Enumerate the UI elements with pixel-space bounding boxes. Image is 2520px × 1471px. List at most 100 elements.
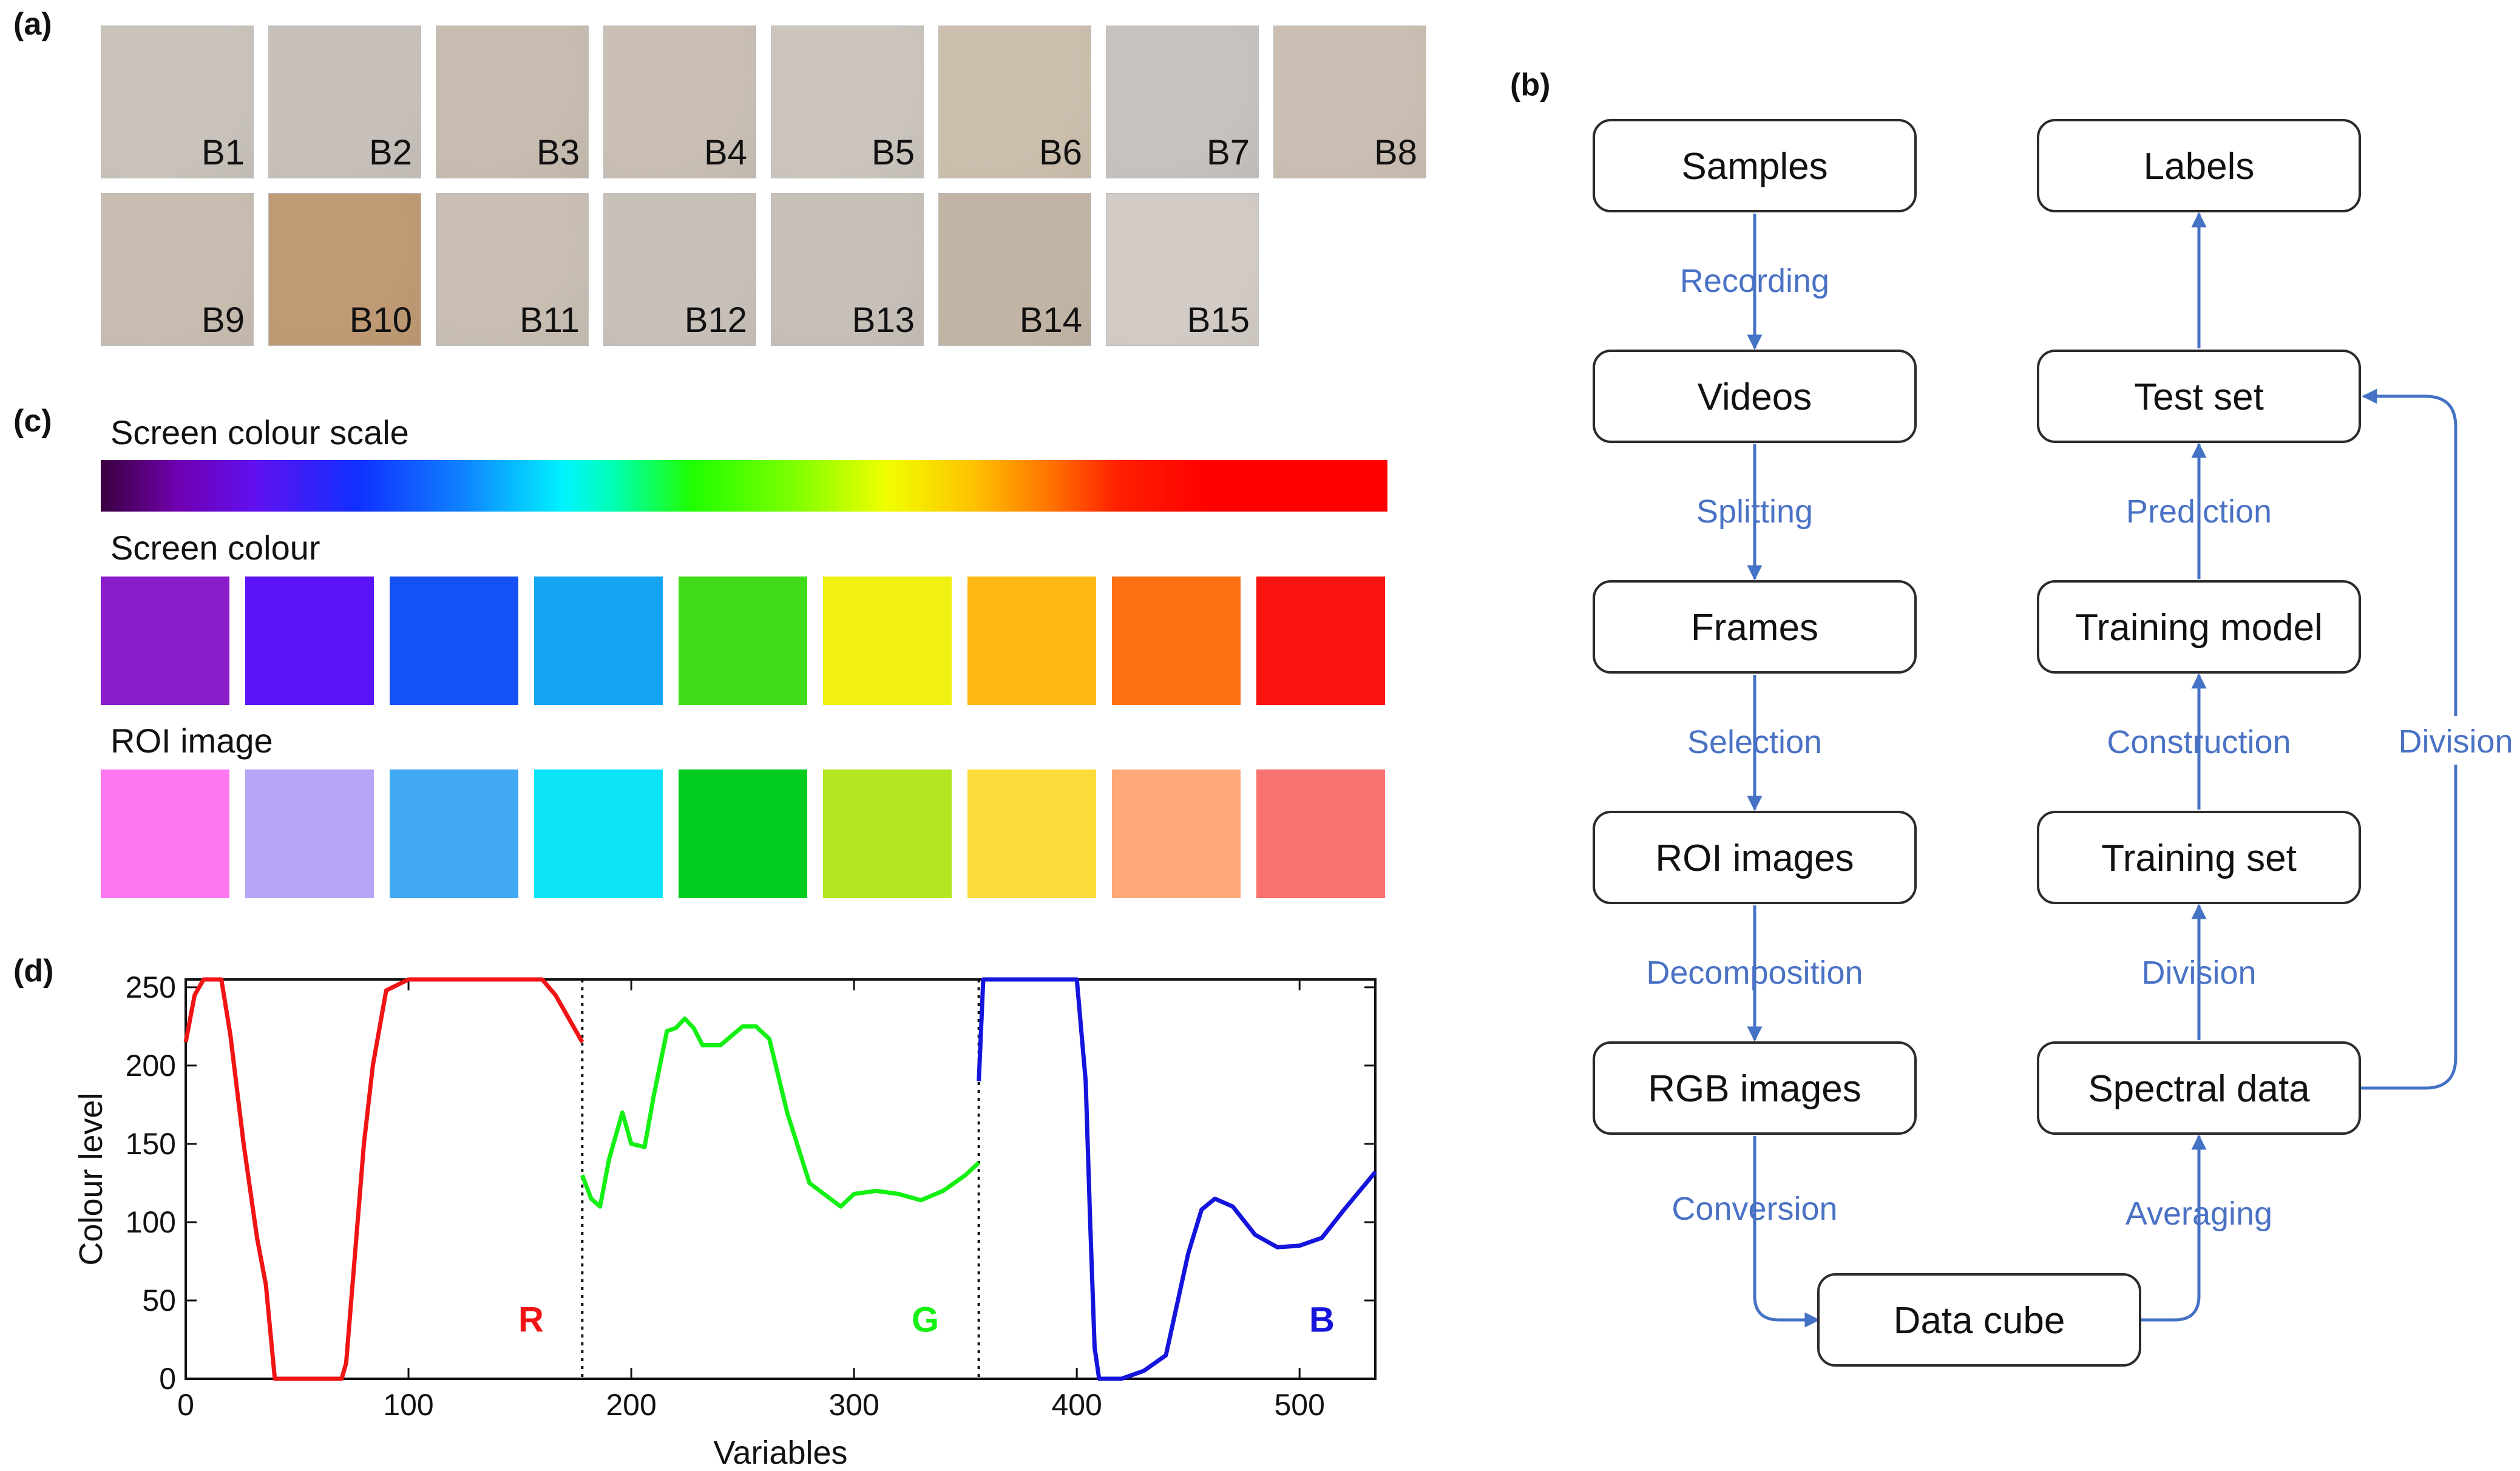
- screen-colour-swatch: [1112, 577, 1241, 705]
- sample-tile: B15: [1106, 193, 1259, 346]
- node-label: Frames: [1691, 607, 1818, 649]
- sample-tile: B9: [101, 193, 254, 346]
- edge-label-construction: Construction: [2107, 724, 2291, 760]
- x-tick-label: 0: [177, 1388, 194, 1422]
- flow-node-cube: Data cube: [1817, 1273, 2141, 1367]
- roi-swatch: [1256, 769, 1385, 898]
- series-line-G: [580, 1016, 981, 1209]
- x-axis-title: Variables: [713, 1435, 847, 1471]
- node-box: [2037, 1041, 2361, 1135]
- sample-tile: B8: [1273, 25, 1426, 178]
- flow-node-frames: Frames: [1593, 580, 1917, 674]
- roi-swatch: [245, 769, 374, 898]
- node-box: [1593, 580, 1917, 674]
- node-label: Samples: [1681, 146, 1827, 188]
- flow-node-videos: Videos: [1593, 350, 1917, 443]
- roi-swatch: [823, 769, 952, 898]
- node-label: ROI images: [1655, 837, 1854, 879]
- sample-tile: B12: [603, 193, 756, 346]
- sample-label: B2: [369, 133, 412, 172]
- screen-colour-swatch: [967, 577, 1096, 705]
- edge-label-division: Division: [2141, 955, 2256, 991]
- sample-tile: B11: [436, 193, 589, 346]
- node-box: [1593, 119, 1917, 212]
- series-label: R: [518, 1300, 544, 1340]
- node-box: [1817, 1273, 2141, 1367]
- sample-label: B11: [520, 300, 580, 340]
- edge-label-prediction: Prediction: [2126, 493, 2272, 530]
- panel-a-label: (a): [13, 7, 52, 42]
- edge-arrow-conversion: [1753, 1136, 1820, 1328]
- edge-label-conversion: Conversion: [1672, 1191, 1837, 1227]
- node-label: Training model: [2075, 607, 2323, 649]
- node-label: Videos: [1698, 376, 1812, 418]
- y-tick-label: 50: [142, 1283, 176, 1317]
- sample-label: B15: [1187, 300, 1250, 340]
- node-box: [2037, 119, 2361, 212]
- sample-label: B10: [349, 300, 412, 340]
- node-label: Data cube: [1894, 1300, 2065, 1342]
- edge-label-recording: Recording: [1680, 263, 1829, 299]
- sample-tile: B10: [268, 193, 421, 346]
- node-box: [2037, 811, 2361, 904]
- panel-d-label: (d): [13, 953, 54, 989]
- flow-node-spectral: Spectral data: [2037, 1041, 2361, 1135]
- screen-colour-swatch: [1256, 577, 1385, 705]
- roi-swatch: [1112, 769, 1241, 898]
- flow-node-samples: Samples: [1593, 119, 1917, 212]
- sample-tile: B2: [268, 25, 421, 178]
- y-tick-label: 200: [126, 1049, 176, 1083]
- node-box: [2037, 350, 2361, 443]
- x-tick-label: 500: [1274, 1388, 1324, 1422]
- series-label: G: [912, 1300, 939, 1340]
- edge-label-selection: Selection: [1687, 724, 1822, 760]
- panel-c-label: (c): [13, 404, 52, 439]
- plot-frame: [185, 978, 1377, 1380]
- flow-node-training_model: Training model: [2037, 580, 2361, 674]
- screen-colour-swatch: [679, 577, 807, 705]
- x-tick-label: 400: [1051, 1388, 1102, 1422]
- flow-node-labels: Labels: [2037, 119, 2361, 212]
- sample-label: B8: [1374, 133, 1417, 172]
- series-line-R: [183, 977, 584, 1381]
- screen-colour-swatch: [823, 577, 952, 705]
- roi-title: ROI image: [110, 722, 273, 760]
- roi-swatch: [101, 769, 229, 898]
- node-box: [1593, 350, 1917, 443]
- y-tick-label: 250: [126, 970, 176, 1004]
- node-label: Test set: [2134, 376, 2264, 418]
- sample-label: B12: [684, 300, 747, 340]
- edge-label-decomposition: Decomposition: [1646, 955, 1863, 991]
- sample-label: B1: [202, 133, 245, 172]
- screen-colour-swatch: [534, 577, 663, 705]
- sample-tile: B4: [603, 25, 756, 178]
- sample-label: B6: [1039, 133, 1082, 172]
- flow-node-roi: ROI images: [1593, 811, 1917, 904]
- sample-tile: B5: [771, 25, 924, 178]
- flow-node-training_set: Training set: [2037, 811, 2361, 904]
- screen-colour-title: Screen colour: [110, 529, 320, 567]
- y-tick-label: 150: [126, 1127, 176, 1161]
- panel-b-label: (b): [1510, 67, 1551, 103]
- sample-tile: B3: [436, 25, 589, 178]
- sample-label: B13: [852, 300, 915, 340]
- node-label: Spectral data: [2088, 1068, 2310, 1110]
- screen-colour-swatch: [245, 577, 374, 705]
- series-label: B: [1309, 1300, 1335, 1340]
- screen-colour-scale-bar: [101, 460, 1387, 512]
- sample-label: B9: [202, 300, 245, 340]
- edge-label-averaging: Averaging: [2125, 1195, 2272, 1232]
- x-tick-label: 200: [606, 1388, 656, 1422]
- node-box: [2037, 580, 2361, 674]
- sample-label: B4: [704, 133, 747, 172]
- sample-label: B7: [1207, 133, 1250, 172]
- node-box: [1593, 811, 1917, 904]
- node-label: Training set: [2101, 837, 2297, 879]
- sample-tile: B13: [771, 193, 924, 346]
- edge-arrow-averaging: [2140, 1134, 2207, 1322]
- node-box: [1593, 1041, 1917, 1135]
- flow-node-rgb: RGB images: [1593, 1041, 1917, 1135]
- edge-label-splitting: Splitting: [1696, 493, 1813, 530]
- scale-title: Screen colour scale: [110, 413, 409, 451]
